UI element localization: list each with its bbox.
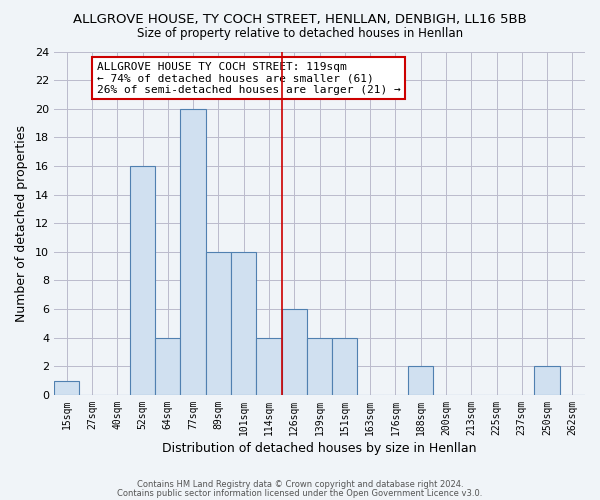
Bar	[535, 366, 560, 395]
Bar	[181, 108, 206, 395]
Bar	[281, 309, 307, 395]
Bar	[155, 338, 181, 395]
Text: ALLGROVE HOUSE, TY COCH STREET, HENLLAN, DENBIGH, LL16 5BB: ALLGROVE HOUSE, TY COCH STREET, HENLLAN,…	[73, 12, 527, 26]
X-axis label: Distribution of detached houses by size in Henllan: Distribution of detached houses by size …	[162, 442, 477, 455]
Text: ALLGROVE HOUSE TY COCH STREET: 119sqm
← 74% of detached houses are smaller (61)
: ALLGROVE HOUSE TY COCH STREET: 119sqm ← …	[97, 62, 400, 95]
Text: Contains HM Land Registry data © Crown copyright and database right 2024.: Contains HM Land Registry data © Crown c…	[137, 480, 463, 489]
Bar	[256, 338, 281, 395]
Y-axis label: Number of detached properties: Number of detached properties	[15, 124, 28, 322]
Text: Size of property relative to detached houses in Henllan: Size of property relative to detached ho…	[137, 28, 463, 40]
Bar	[307, 338, 332, 395]
Bar	[206, 252, 231, 395]
Bar	[130, 166, 155, 395]
Bar	[408, 366, 433, 395]
Bar	[332, 338, 358, 395]
Bar	[231, 252, 256, 395]
Bar	[54, 380, 79, 395]
Text: Contains public sector information licensed under the Open Government Licence v3: Contains public sector information licen…	[118, 489, 482, 498]
